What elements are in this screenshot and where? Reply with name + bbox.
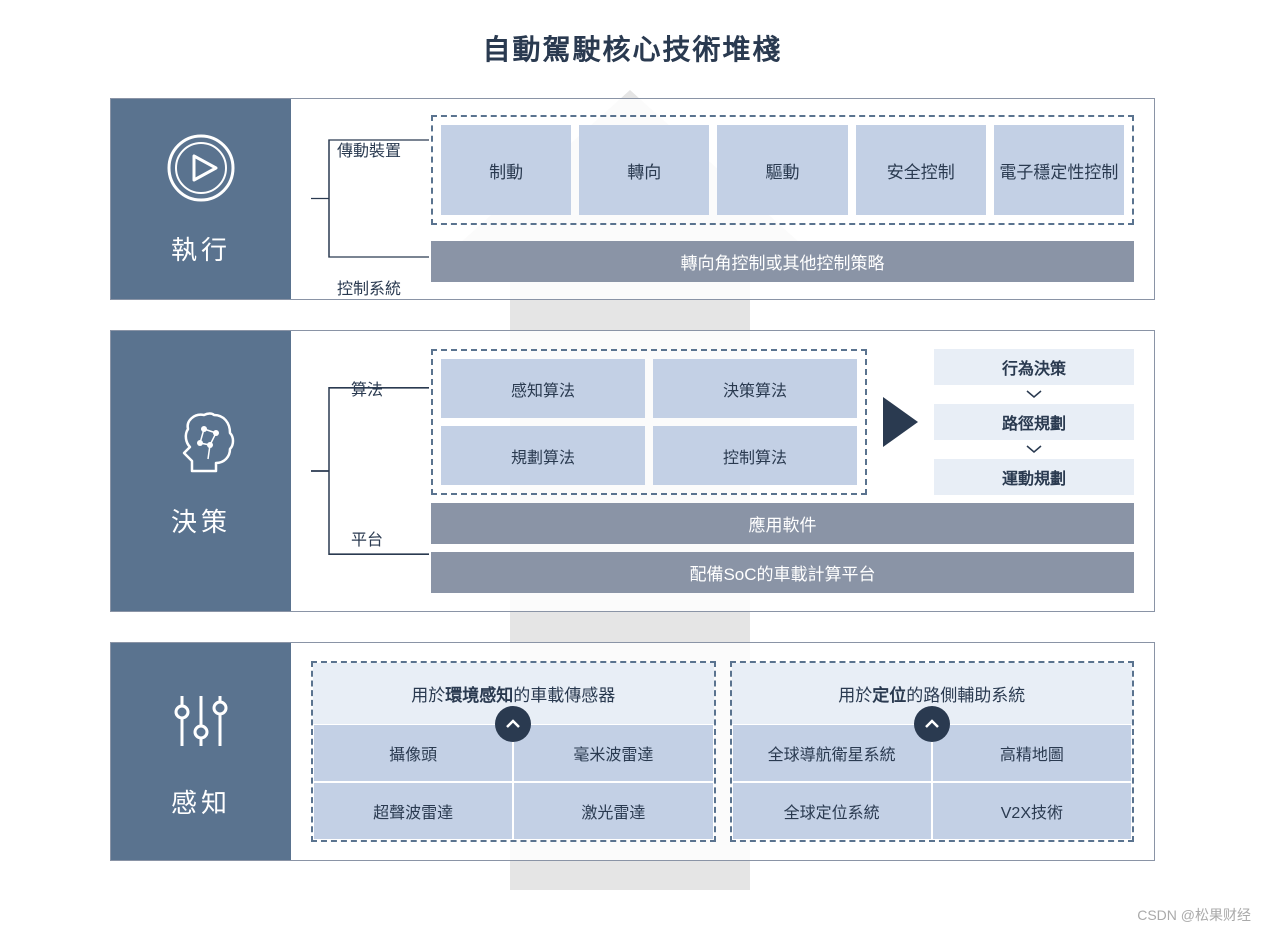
algo-box-2: 規劃算法 — [441, 426, 645, 485]
perception-group-0: 用於環境感知的車載傳感器攝像頭毫米波雷達超聲波雷達激光雷達 — [311, 661, 716, 842]
layer-perception-name: 感知 — [171, 783, 231, 820]
perception-header-0: 用於環境感知的車載傳感器 — [313, 663, 714, 724]
chevron-down-icon — [934, 444, 1134, 455]
watermark-text: CSDN @松果财经 — [1137, 905, 1251, 925]
perception-cell-0-0: 攝像頭 — [313, 724, 513, 782]
layer-perception-content: 用於環境感知的車載傳感器攝像頭毫米波雷達超聲波雷達激光雷達用於定位的路側輔助系統… — [291, 643, 1154, 860]
layer-decision-name: 決策 — [171, 502, 231, 539]
exec-box-4: 電子穩定性控制 — [994, 125, 1124, 215]
execute-label-col: 傳動裝置 控制系統 — [311, 115, 431, 282]
plan-item-2: 運動規劃 — [934, 459, 1134, 495]
decision-label-col: 算法 平台 — [311, 349, 431, 593]
exec-box-0: 制動 — [441, 125, 571, 215]
perception-group-1: 用於定位的路側輔助系統全球導航衛星系統高精地圖全球定位系統V2X技術 — [730, 661, 1135, 842]
layer-execute: 執行 傳動裝置 控制系統 制動轉向驅動安全控制電子穩定性控制 轉向角控制或其他控… — [110, 98, 1155, 300]
layer-decision-content: 算法 平台 感知算法決策算法規劃算法控制算法 行為決策路徑規劃運動規劃 應用軟件… — [291, 331, 1154, 611]
plan-item-0: 行為決策 — [934, 349, 1134, 385]
algo-row: 感知算法決策算法規劃算法控制算法 行為決策路徑規劃運動規劃 — [431, 349, 1134, 495]
algo-box-3: 控制算法 — [653, 426, 857, 485]
layer-execute-name: 執行 — [171, 230, 231, 267]
plan-item-1: 路徑規劃 — [934, 404, 1134, 440]
row-label-algo: 算法 — [351, 376, 383, 400]
layer-perception-iconcol: 感知 — [111, 643, 291, 860]
transmission-boxes: 制動轉向驅動安全控制電子穩定性控制 — [431, 115, 1134, 225]
row-label-transmission: 傳動裝置 — [337, 137, 401, 161]
algo-grid-box: 感知算法決策算法規劃算法控制算法 — [431, 349, 867, 495]
platform-bar-1: 配備SoC的車載計算平台 — [431, 552, 1134, 593]
exec-box-2: 驅動 — [717, 125, 847, 215]
exec-box-1: 轉向 — [579, 125, 709, 215]
perception-cell-1-0: 全球導航衛星系統 — [732, 724, 932, 782]
perception-cell-0-1: 毫米波雷達 — [513, 724, 713, 782]
diagram-title: 自動駕駛核心技術堆棧 — [0, 0, 1265, 68]
perception-cell-1-1: 高精地圖 — [932, 724, 1132, 782]
chevron-up-icon — [914, 706, 950, 742]
algo-box-1: 決策算法 — [653, 359, 857, 418]
perception-cell-1-3: V2X技術 — [932, 782, 1132, 840]
layer-execute-content: 傳動裝置 控制系統 制動轉向驅動安全控制電子穩定性控制 轉向角控制或其他控制策略 — [291, 99, 1154, 299]
layer-execute-iconcol: 執行 — [111, 99, 291, 299]
layer-decision: 決策 算法 平台 感知算法決策算法規劃算法控制算法 — [110, 330, 1155, 612]
layer-decision-iconcol: 決策 — [111, 331, 291, 611]
chevron-up-icon — [495, 706, 531, 742]
plan-list: 行為決策路徑規劃運動規劃 — [934, 349, 1134, 495]
perception-cell-0-3: 激光雷達 — [513, 782, 713, 840]
platform-bar-0: 應用軟件 — [431, 503, 1134, 544]
layer-perception: 感知 用於環境感知的車載傳感器攝像頭毫米波雷達超聲波雷達激光雷達用於定位的路側輔… — [110, 642, 1155, 861]
perception-header-1: 用於定位的路側輔助系統 — [732, 663, 1133, 724]
algo-box-0: 感知算法 — [441, 359, 645, 418]
stack-container: 執行 傳動裝置 控制系統 制動轉向驅動安全控制電子穩定性控制 轉向角控制或其他控… — [0, 68, 1265, 861]
perception-cell-1-2: 全球定位系統 — [732, 782, 932, 840]
chevron-down-icon — [934, 389, 1134, 400]
exec-box-3: 安全控制 — [856, 125, 986, 215]
row-label-control: 控制系統 — [337, 275, 401, 299]
play-icon — [164, 131, 238, 210]
perception-cell-0-2: 超聲波雷達 — [313, 782, 513, 840]
sliders-icon — [164, 684, 238, 763]
control-bar: 轉向角控制或其他控制策略 — [431, 241, 1134, 282]
brain-icon — [164, 403, 238, 482]
arrow-right-icon — [883, 397, 918, 447]
row-label-platform: 平台 — [351, 526, 383, 550]
